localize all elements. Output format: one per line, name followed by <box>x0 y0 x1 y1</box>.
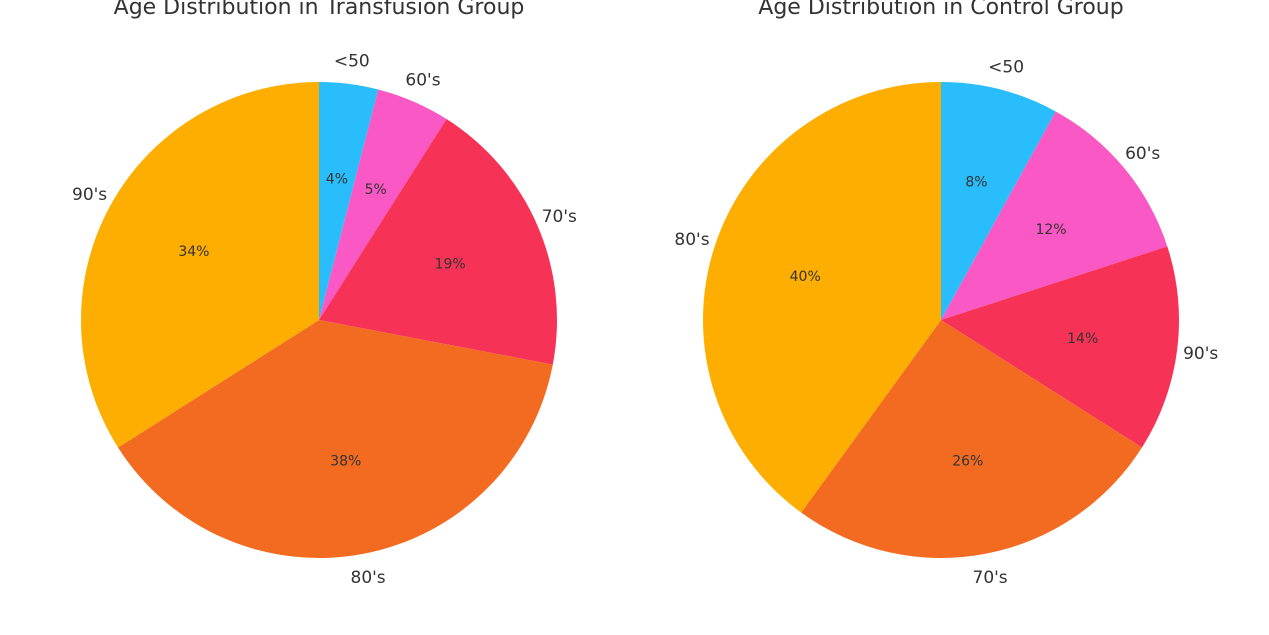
transfusion-pie-chart: Age Distribution in Transfusion Group 4%… <box>72 0 577 588</box>
slice-percent-label: 4% <box>326 171 348 187</box>
slices-group: 8% <50 12% 60's 14% 90's 26% 70's 40% 80's <box>674 57 1218 588</box>
pie-slice <box>941 111 1168 320</box>
slice-category-label: <50 <box>988 57 1024 77</box>
slice-percent-label: 12% <box>1035 222 1066 238</box>
slice-category-label: 90's <box>1183 344 1218 364</box>
pie-slice <box>319 119 557 365</box>
slice-percent-label: 5% <box>365 182 387 198</box>
control-pie-chart: Age Distribution in Control Group 8% <50 1… <box>674 0 1218 588</box>
slice-category-label: 80's <box>351 568 386 588</box>
slice-percent-label: 26% <box>952 453 983 469</box>
pie-slice <box>118 320 553 558</box>
pie-slice <box>801 320 1142 559</box>
pie-slice <box>702 82 941 513</box>
slice-percent-label: 19% <box>435 256 466 272</box>
slice-category-label: 90's <box>72 185 107 205</box>
slice-category-label: 70's <box>973 568 1008 588</box>
pie-slice <box>319 89 447 320</box>
slice-category-label: 60's <box>405 71 440 91</box>
slice-percent-label: 34% <box>178 244 209 260</box>
slice-percent-label: 38% <box>330 453 361 469</box>
pie-slice <box>941 81 1056 320</box>
slice-category-label: 70's <box>542 207 577 227</box>
slices-group: 4% <50 5% 60's 19% 70's 38% 80's 34% 90's <box>72 51 577 588</box>
pie-slice <box>319 82 379 320</box>
slice-percent-label: 8% <box>965 175 987 191</box>
pie-slice <box>80 82 319 448</box>
slice-category-label: 60's <box>1125 144 1160 164</box>
chart-title: Age Distribution in Control Group <box>758 0 1123 20</box>
slice-percent-label: 14% <box>1067 331 1098 347</box>
slice-percent-label: 40% <box>790 269 821 285</box>
slice-category-label: <50 <box>334 51 370 71</box>
pie-slice <box>941 246 1180 448</box>
slice-category-label: 80's <box>674 230 709 250</box>
chart-title: Age Distribution in Transfusion Group <box>114 0 525 20</box>
